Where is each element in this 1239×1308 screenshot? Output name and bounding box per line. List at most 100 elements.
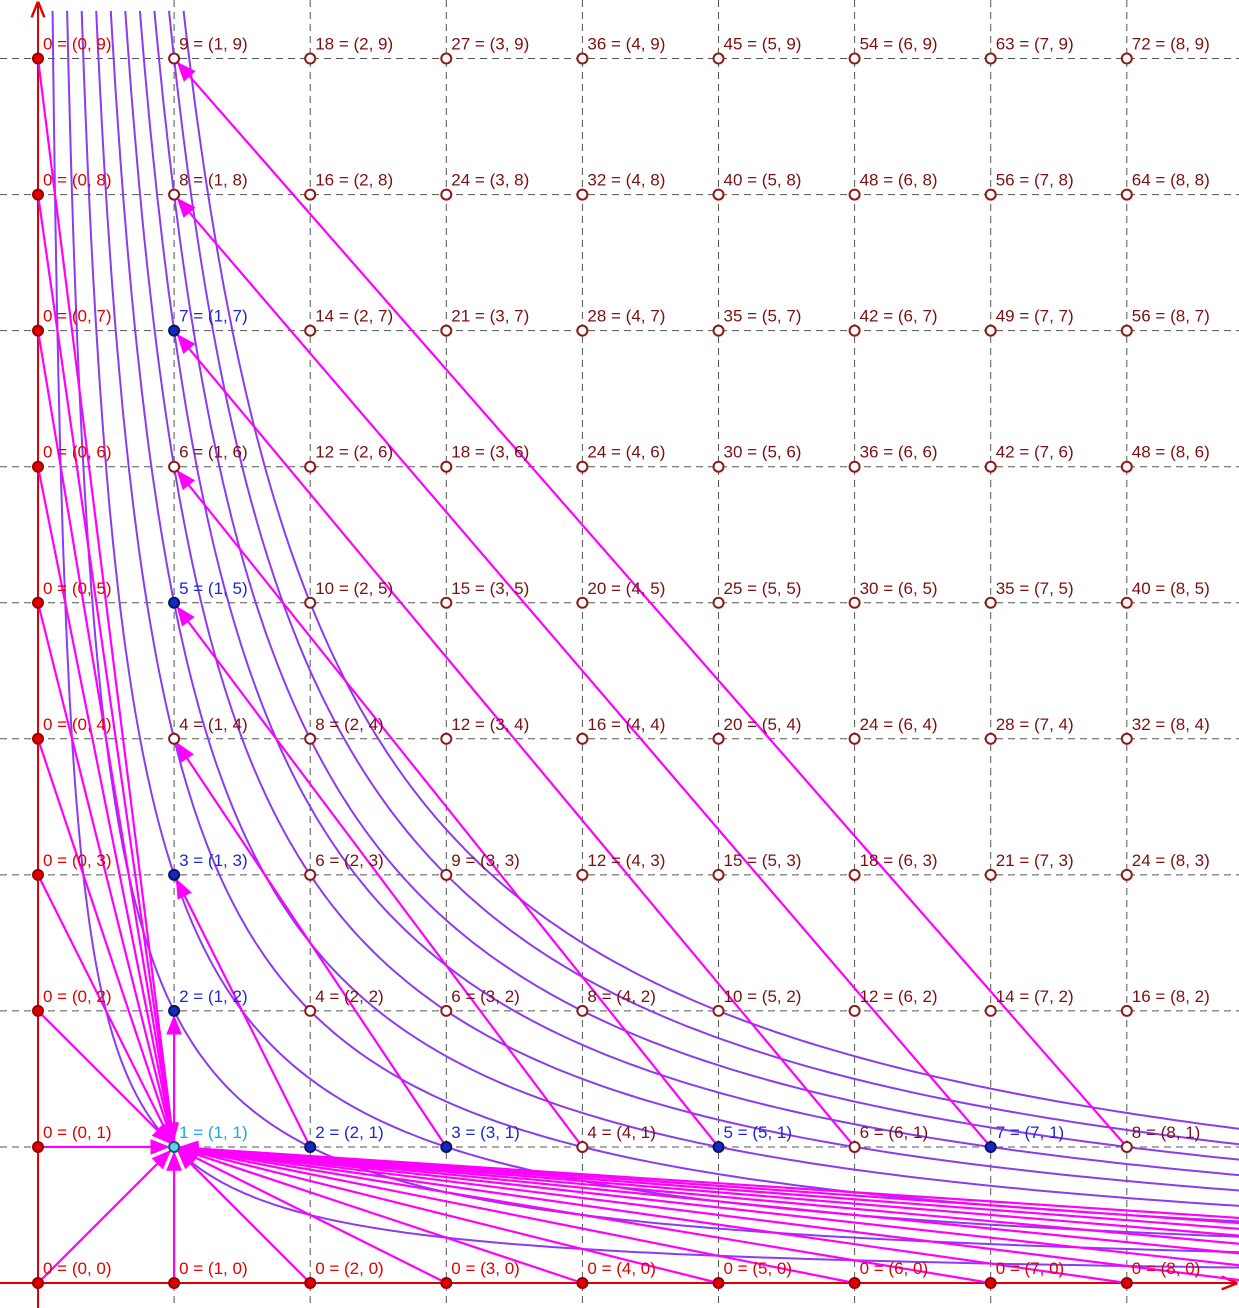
arrow bbox=[176, 1149, 311, 1284]
point bbox=[1120, 188, 1133, 201]
point bbox=[440, 460, 453, 473]
point bbox=[304, 1004, 317, 1017]
point-label: 8 = (1, 8) bbox=[179, 171, 248, 190]
point-label: 28 = (7, 4) bbox=[996, 715, 1074, 734]
arrow bbox=[176, 333, 856, 1148]
point bbox=[32, 732, 44, 745]
point-label: 0 = (5, 0) bbox=[724, 1259, 793, 1278]
point-label: 0 = (0, 8) bbox=[43, 171, 112, 190]
arrow bbox=[176, 197, 992, 1148]
point-label: 0 = (6, 0) bbox=[860, 1259, 929, 1278]
arrow bbox=[37, 1149, 172, 1284]
point-label: 30 = (6, 5) bbox=[860, 579, 938, 598]
point-label: 0 = (1, 0) bbox=[179, 1259, 248, 1278]
point-label: 49 = (7, 7) bbox=[996, 307, 1074, 326]
point-label: 24 = (4, 6) bbox=[587, 443, 665, 462]
point bbox=[168, 460, 181, 473]
arrow bbox=[178, 1141, 1239, 1237]
point-label: 36 = (4, 9) bbox=[587, 35, 665, 54]
arrow bbox=[178, 1142, 1239, 1282]
point-label: 0 = (3, 0) bbox=[451, 1259, 520, 1278]
point bbox=[304, 324, 317, 337]
point bbox=[304, 1277, 317, 1289]
point bbox=[304, 188, 317, 201]
point bbox=[1120, 1140, 1133, 1153]
arrow bbox=[37, 1010, 172, 1145]
point-label: 12 = (6, 2) bbox=[860, 987, 938, 1006]
point bbox=[712, 188, 725, 201]
point bbox=[848, 596, 861, 609]
point-label: 24 = (6, 4) bbox=[860, 715, 938, 734]
point-label: 40 = (8, 5) bbox=[1132, 579, 1210, 598]
point bbox=[984, 1277, 997, 1289]
point-label: 45 = (5, 9) bbox=[724, 35, 802, 54]
point bbox=[32, 52, 44, 65]
hyperbola bbox=[138, 10, 1239, 1177]
point-label: 10 = (5, 2) bbox=[724, 987, 802, 1006]
arrow bbox=[178, 1141, 1239, 1255]
point-label: 15 = (5, 3) bbox=[724, 851, 802, 870]
point-label: 3 = (1, 3) bbox=[179, 851, 248, 870]
point bbox=[576, 188, 589, 201]
point-label: 21 = (7, 3) bbox=[996, 851, 1074, 870]
point-label: 36 = (6, 6) bbox=[860, 443, 938, 462]
point bbox=[168, 1277, 181, 1289]
point-label: 10 = (2, 5) bbox=[315, 579, 393, 598]
point bbox=[440, 1277, 453, 1289]
point bbox=[1120, 1004, 1133, 1017]
point bbox=[712, 460, 725, 473]
labels: 0 = (0, 0) 0 = (0, 1) 0 = (0, 2) 0 = (0, 3)… bbox=[43, 35, 1210, 1278]
point bbox=[440, 52, 453, 65]
point-label: 32 = (8, 4) bbox=[1132, 715, 1210, 734]
arrow bbox=[37, 874, 173, 1144]
point-label: 4 = (4, 1) bbox=[587, 1123, 656, 1142]
point bbox=[440, 732, 453, 745]
point-label: 48 = (6, 8) bbox=[860, 171, 938, 190]
point-label: 7 = (1, 7) bbox=[179, 307, 248, 326]
point bbox=[304, 868, 317, 881]
point-label: 35 = (5, 7) bbox=[724, 307, 802, 326]
point-label: 48 = (8, 6) bbox=[1132, 443, 1210, 462]
point bbox=[712, 732, 725, 745]
axes bbox=[0, 3, 1236, 1308]
point-label: 16 = (8, 2) bbox=[1132, 987, 1210, 1006]
point bbox=[576, 52, 589, 65]
point bbox=[32, 868, 44, 881]
point-label: 12 = (2, 6) bbox=[315, 443, 393, 462]
point bbox=[712, 324, 725, 337]
point-label: 24 = (8, 3) bbox=[1132, 851, 1210, 870]
point bbox=[32, 324, 44, 337]
point bbox=[984, 1140, 997, 1153]
point-label: 14 = (2, 7) bbox=[315, 307, 393, 326]
point-label: 0 = (0, 0) bbox=[43, 1259, 112, 1278]
point bbox=[576, 1004, 589, 1017]
point bbox=[32, 1277, 44, 1289]
point-label: 56 = (8, 7) bbox=[1132, 307, 1210, 326]
point-label: 18 = (2, 9) bbox=[315, 35, 393, 54]
point-label: 32 = (4, 8) bbox=[587, 171, 665, 190]
point-label: 0 = (0, 1) bbox=[43, 1123, 112, 1142]
point bbox=[1120, 52, 1133, 65]
point bbox=[848, 1277, 861, 1289]
point-label: 30 = (5, 6) bbox=[724, 443, 802, 462]
point bbox=[712, 52, 725, 65]
point bbox=[32, 460, 44, 473]
point-label: 5 = (1, 5) bbox=[179, 579, 248, 598]
point-label: 63 = (7, 9) bbox=[996, 35, 1074, 54]
point bbox=[576, 324, 589, 337]
point bbox=[712, 596, 725, 609]
arrow bbox=[176, 469, 720, 1148]
point-label: 24 = (3, 8) bbox=[451, 171, 529, 190]
point bbox=[32, 1004, 44, 1017]
point bbox=[32, 596, 44, 609]
point-label: 18 = (3, 6) bbox=[451, 443, 529, 462]
arrows bbox=[36, 58, 1239, 1285]
point-label: 42 = (7, 6) bbox=[996, 443, 1074, 462]
point bbox=[1120, 868, 1133, 881]
point-label: 54 = (6, 9) bbox=[860, 35, 938, 54]
point bbox=[712, 1140, 725, 1153]
arrow bbox=[36, 330, 178, 1143]
point-label: 20 = (4, 5) bbox=[587, 579, 665, 598]
